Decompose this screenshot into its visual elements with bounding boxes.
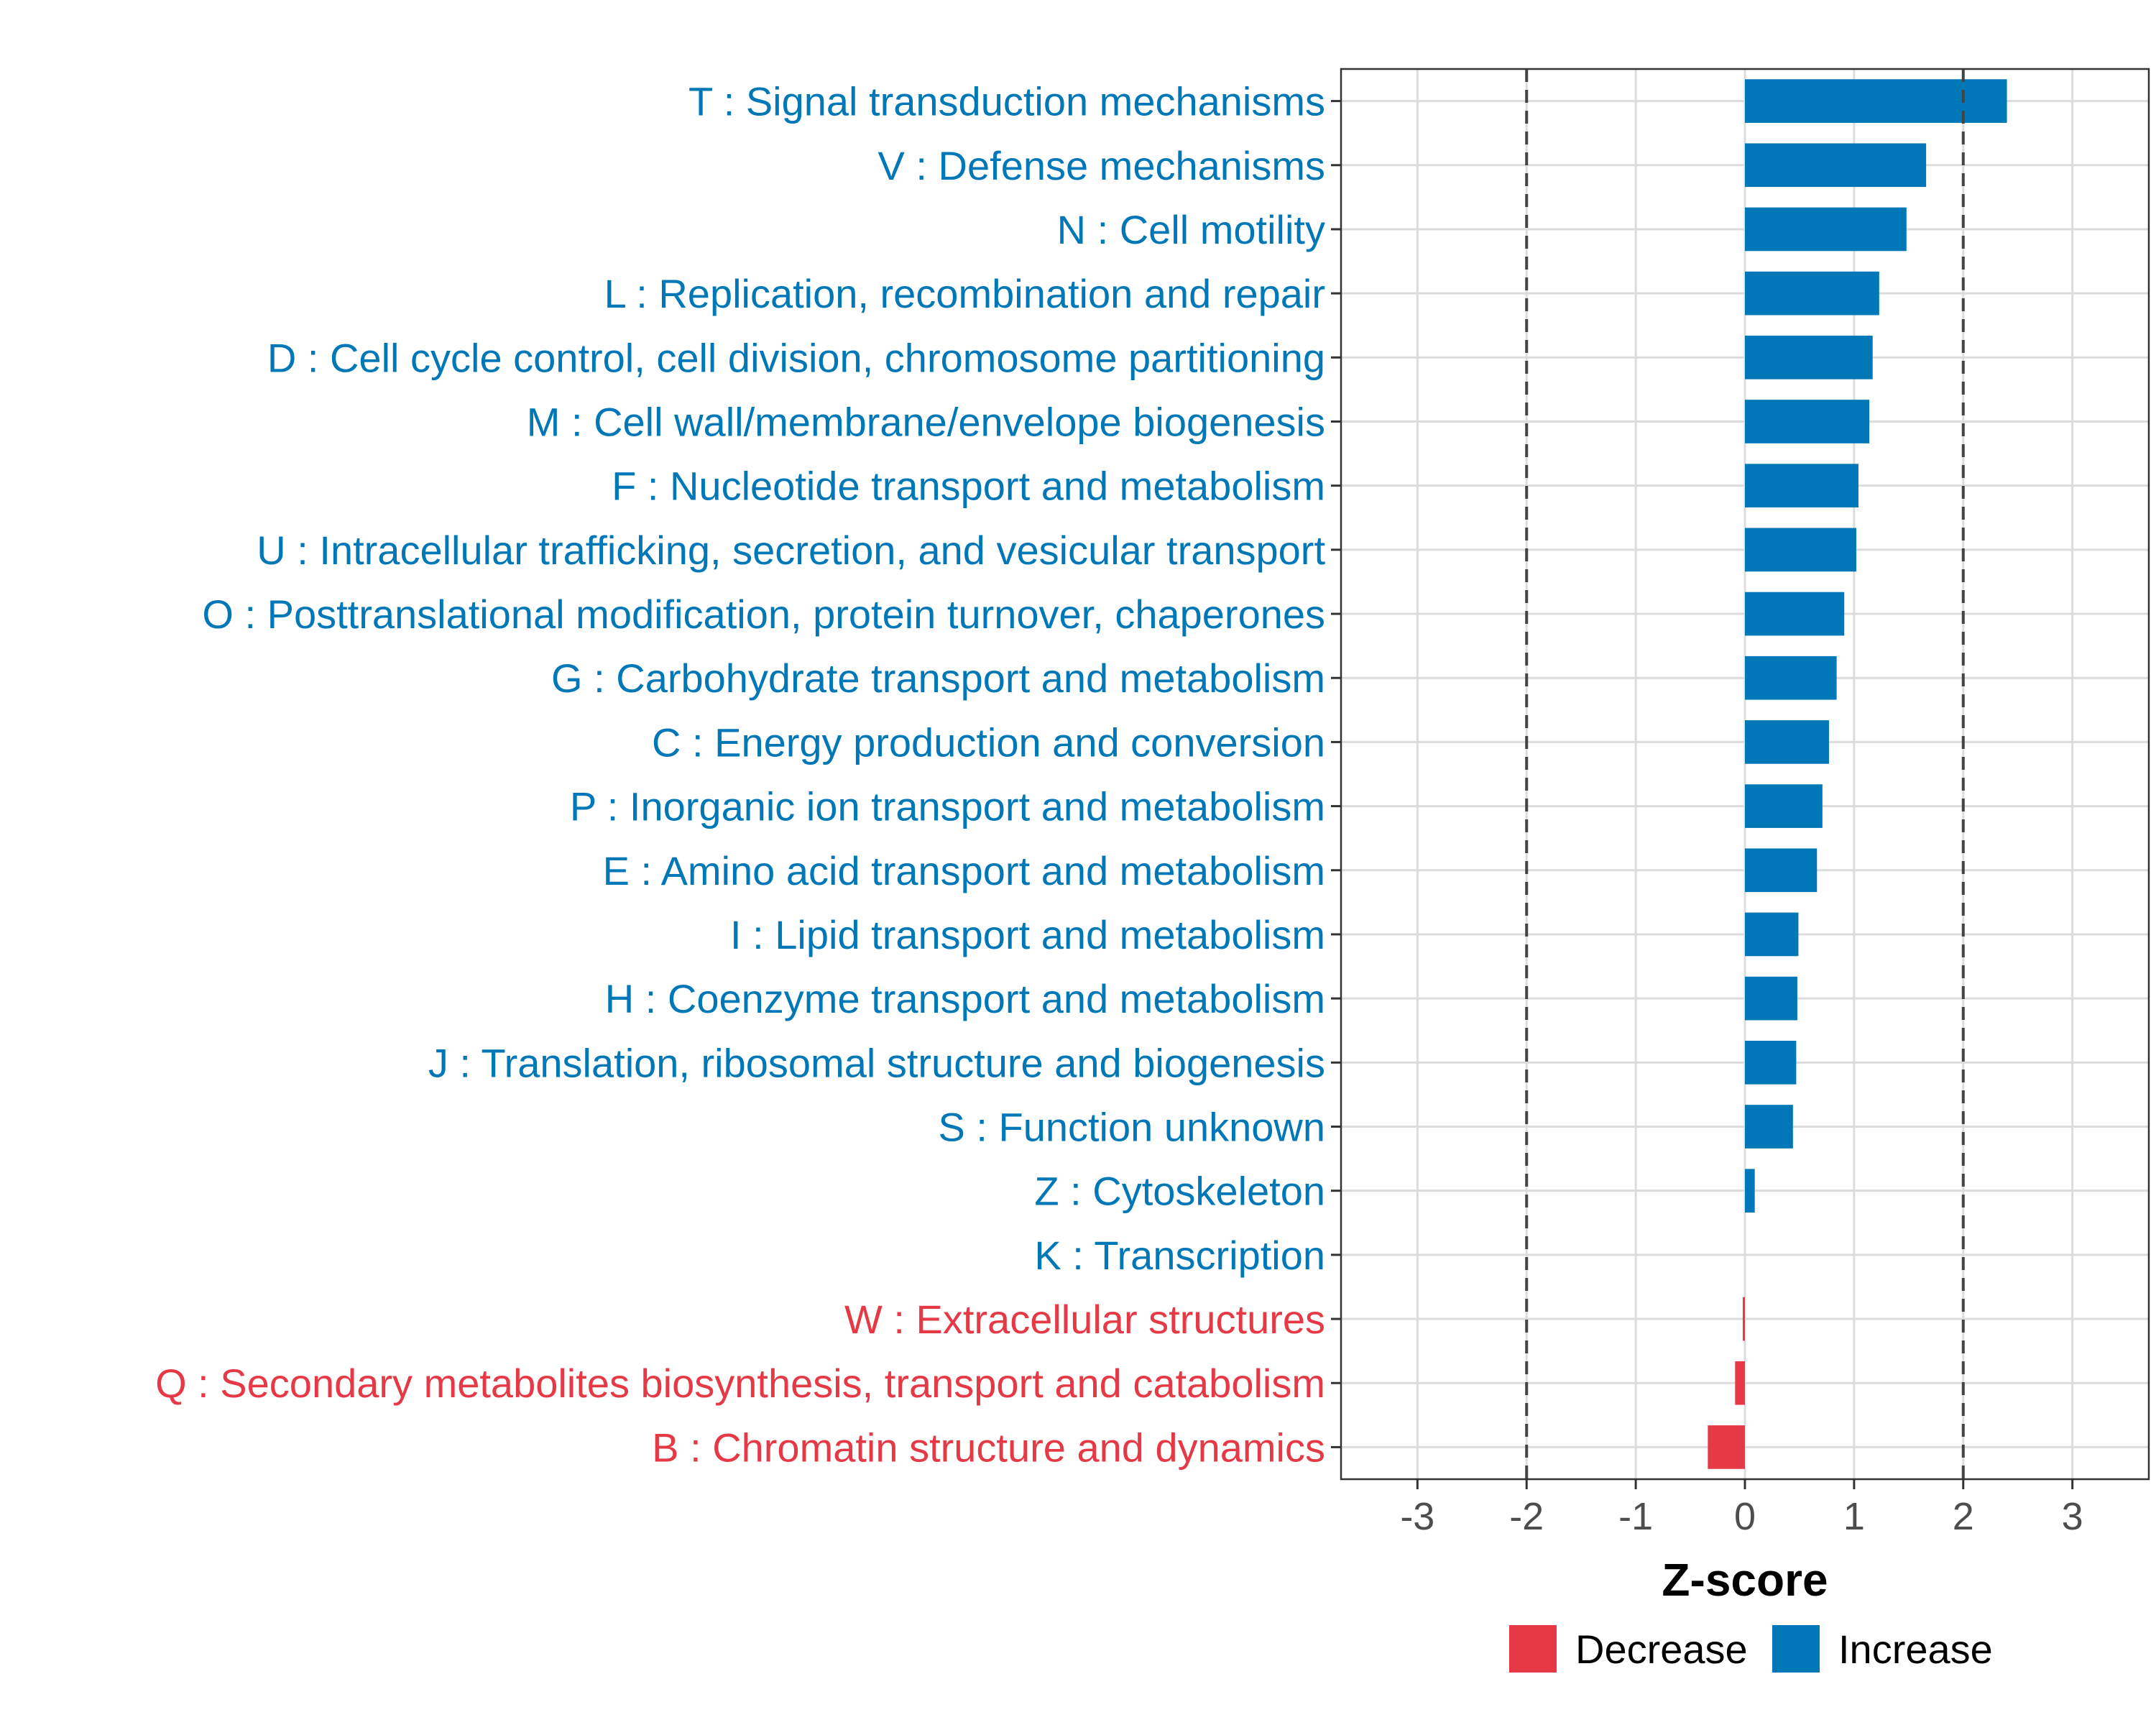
x-tick-label: 0 — [1734, 1495, 1756, 1538]
category-label: T : Signal transduction mechanisms — [688, 79, 1325, 124]
bar — [1745, 271, 1879, 316]
category-label: H : Coenzyme transport and metabolism — [605, 976, 1325, 1021]
bars-layer — [1708, 79, 2007, 1469]
bar — [1745, 335, 1873, 380]
category-label: E : Amino acid transport and metabolism — [603, 848, 1325, 893]
category-label: N : Cell motility — [1057, 207, 1325, 252]
category-label: P : Inorganic ion transport and metaboli… — [570, 784, 1325, 829]
category-label: O : Posttranslational modification, prot… — [202, 592, 1325, 637]
bar — [1745, 656, 1837, 700]
bar — [1745, 784, 1823, 828]
bar — [1745, 1105, 1793, 1149]
category-label: K : Transcription — [1034, 1233, 1325, 1278]
category-label: W : Extracellular structures — [844, 1297, 1325, 1342]
category-label: M : Cell wall/membrane/envelope biogenes… — [527, 400, 1325, 445]
tick-layer: -3 -2 -1 0 1 2 3 — [1331, 100, 2083, 1538]
bar — [1745, 720, 1829, 764]
bar — [1745, 528, 1856, 572]
bar — [1745, 912, 1799, 957]
x-tick-label: -2 — [1509, 1495, 1544, 1538]
x-tick-label: -1 — [1618, 1495, 1653, 1538]
x-tick-label: -3 — [1400, 1495, 1434, 1538]
legend-swatch-decrease — [1509, 1625, 1557, 1673]
x-tick-label: 2 — [1953, 1495, 1974, 1538]
category-label: F : Nucleotide transport and metabolism — [612, 464, 1325, 509]
category-labels-layer: T : Signal transduction mechanisms V : De… — [155, 79, 1325, 1471]
threshold-lines-layer — [1525, 69, 1965, 1479]
bar — [1745, 464, 1858, 508]
legend-swatch-increase — [1772, 1625, 1820, 1673]
category-label: G : Carbohydrate transport and metabolis… — [551, 656, 1325, 701]
category-label: V : Defense mechanisms — [878, 143, 1325, 188]
x-tick-label: 1 — [1843, 1495, 1865, 1538]
bar — [1745, 1169, 1755, 1213]
legend: Decrease Increase — [1509, 1625, 1993, 1673]
bar — [1745, 400, 1870, 443]
category-label: B : Chromatin structure and dynamics — [652, 1425, 1325, 1470]
category-label: U : Intracellular trafficking, secretion… — [257, 528, 1325, 573]
category-label: L : Replication, recombination and repai… — [604, 271, 1325, 316]
bar — [1708, 1425, 1745, 1469]
category-label: S : Function unknown — [938, 1105, 1325, 1150]
category-label: I : Lipid transport and metabolism — [730, 912, 1325, 957]
bar — [1745, 592, 1845, 636]
bar — [1745, 1040, 1797, 1085]
legend-label-increase: Increase — [1838, 1627, 1993, 1672]
category-label: D : Cell cycle control, cell division, c… — [267, 335, 1325, 380]
bar — [1745, 143, 1927, 188]
x-tick-label: 3 — [2062, 1495, 2083, 1538]
x-axis-title: Z-score — [1662, 1554, 1828, 1606]
legend-label-decrease: Decrease — [1575, 1627, 1748, 1672]
category-label: Q : Secondary metabolites biosynthesis, … — [155, 1361, 1325, 1406]
bar — [1745, 976, 1797, 1021]
category-label: C : Energy production and conversion — [652, 719, 1325, 765]
bar — [1745, 79, 2007, 123]
bar — [1745, 848, 1818, 893]
bar — [1735, 1361, 1745, 1405]
category-label: J : Translation, ribosomal structure and… — [428, 1040, 1325, 1085]
bar — [1742, 1297, 1745, 1341]
category-label: Z : Cytoskeleton — [1034, 1169, 1325, 1214]
bar — [1745, 207, 1907, 252]
